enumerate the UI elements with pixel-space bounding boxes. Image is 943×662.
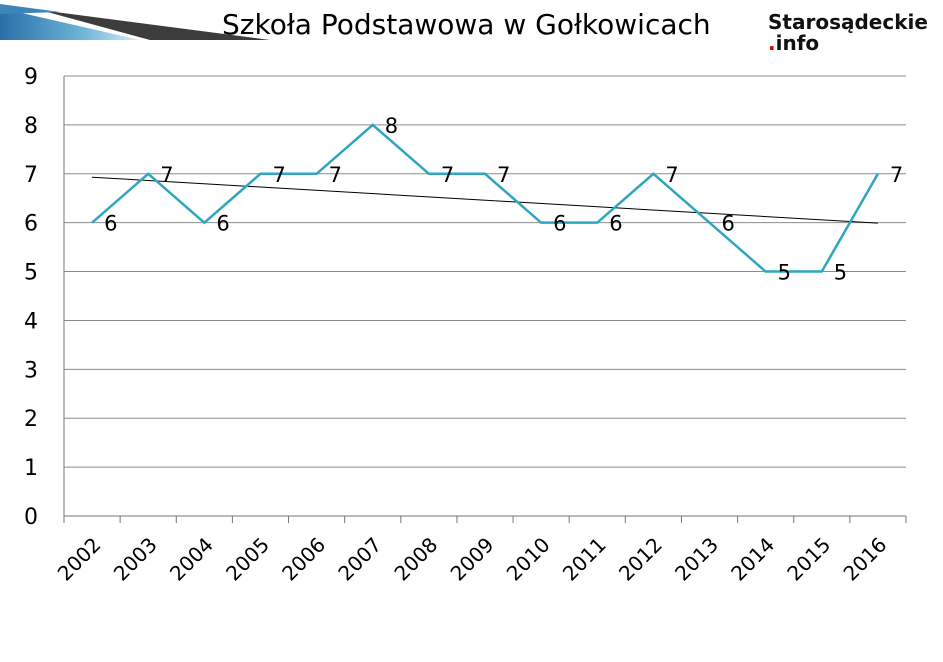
logo-line1: Starosądeckie	[768, 10, 928, 34]
y-tick-label: 0	[24, 505, 38, 530]
y-tick-label: 8	[24, 114, 38, 139]
data-label: 5	[834, 261, 847, 285]
trendline	[92, 176, 878, 224]
y-tick-label: 5	[24, 261, 38, 286]
y-tick-label: 1	[24, 456, 38, 481]
decorative-corner-swoosh	[0, 4, 270, 40]
data-label: 7	[160, 163, 173, 187]
y-tick-label: 2	[24, 407, 38, 432]
x-tick-label: 2013	[670, 533, 723, 586]
y-tick-label: 6	[24, 212, 38, 237]
data-label: 7	[890, 163, 903, 187]
data-label: 5	[778, 261, 791, 285]
x-tick-label: 2003	[109, 533, 162, 586]
y-tick-label: 3	[24, 358, 38, 383]
logo-dot: .	[768, 31, 776, 55]
x-tick-label: 2009	[446, 533, 499, 586]
data-label: 6	[609, 212, 622, 236]
y-tick-label: 4	[24, 309, 38, 334]
y-tick-label: 9	[24, 65, 38, 90]
x-tick-label: 2016	[839, 533, 892, 586]
data-label: 8	[385, 114, 398, 138]
x-tick-label: 2004	[165, 533, 218, 586]
x-tick-label: 2010	[502, 533, 555, 586]
data-label: 6	[104, 212, 117, 236]
site-logo[interactable]: Starosądeckie .info	[768, 12, 928, 54]
x-tick-label: 2015	[782, 533, 835, 586]
data-label: 7	[441, 163, 454, 187]
data-label: 6	[216, 212, 229, 236]
chart-title: Szkoła Podstawowa w Gołkowicach	[222, 8, 711, 41]
data-label: 7	[272, 163, 285, 187]
y-tick-label: 7	[24, 163, 38, 188]
x-tick-label: 2012	[614, 533, 667, 586]
x-tick-label: 2002	[53, 533, 106, 586]
data-label: 7	[329, 163, 342, 187]
logo-line2: info	[775, 31, 820, 55]
data-label: 7	[665, 163, 678, 187]
x-tick-label: 2011	[558, 533, 611, 586]
data-label: 6	[722, 212, 735, 236]
x-tick-label: 2006	[277, 533, 330, 586]
x-tick-label: 2008	[389, 533, 442, 586]
data-label: 7	[497, 163, 510, 187]
x-tick-label: 2005	[221, 533, 274, 586]
x-tick-label: 2014	[726, 533, 779, 586]
data-label: 6	[553, 212, 566, 236]
series-line	[91, 123, 880, 273]
x-tick-label: 2007	[333, 533, 386, 586]
